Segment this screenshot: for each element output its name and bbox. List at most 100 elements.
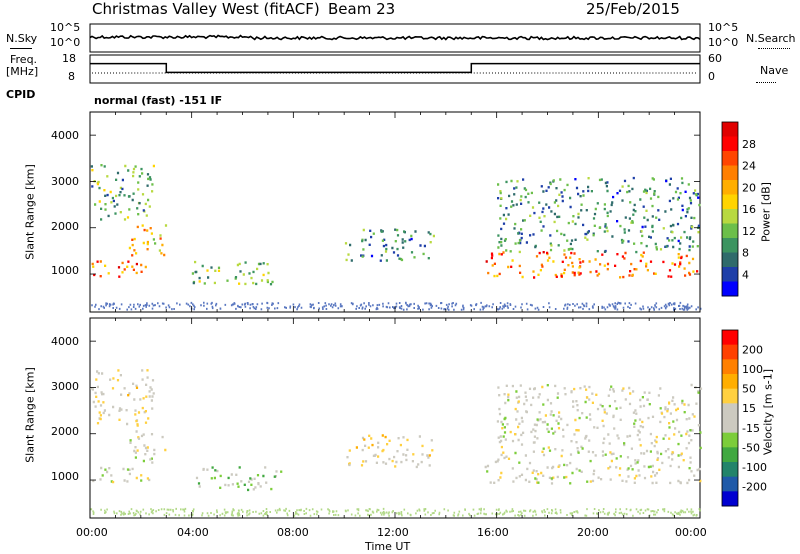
- nsearch-tick-top: 10^5: [708, 21, 739, 34]
- velocity-panel-frame: [89, 317, 701, 519]
- freq-tick-top: 18: [62, 52, 76, 65]
- velocity-region-near-range-rise: [129, 430, 164, 464]
- velocity-colorbar-swatch: [722, 462, 738, 478]
- velocity-region-near-range-rise: [129, 439, 153, 463]
- nsearch-legend-dots: [758, 48, 790, 49]
- plot-title: Christmas Valley West (fitACF): [92, 0, 320, 18]
- velocity-colorbar-swatch: [722, 388, 738, 404]
- nave-tick-top: 60: [708, 52, 722, 65]
- velocity-colorbar-tick: 50: [742, 383, 756, 396]
- power-region-near-range: [93, 260, 130, 278]
- power-region-morning-arc: [195, 261, 273, 286]
- velocity-colorbar-swatch: [722, 476, 738, 492]
- velocity-ytick-3000: 3000: [51, 380, 79, 393]
- frequency-step-line: [90, 62, 700, 74]
- nsky-tick-bottom: 10^0: [50, 36, 81, 49]
- velocity-colorbar-swatch: [722, 491, 738, 507]
- power-colorbar-tick: 4: [742, 268, 749, 281]
- nsearch-label: N.Search: [746, 32, 796, 45]
- nsky-tick-top: 10^5: [50, 21, 81, 34]
- velocity-colorbar-tick: 100: [742, 363, 763, 376]
- velocity-colorbar-swatch: [722, 330, 738, 346]
- power-colorbar-swatch: [722, 252, 738, 268]
- nsky-legend-line: [10, 48, 32, 49]
- power-colorbar-swatch: [722, 136, 738, 152]
- velocity-ytick-1000: 1000: [51, 470, 79, 483]
- freq-unit: [MHz]: [6, 65, 39, 78]
- velocity-colorbar-swatch: [722, 374, 738, 390]
- freq-tick-bottom: 8: [68, 70, 75, 83]
- power-ground-scatter: [91, 301, 702, 311]
- velocity-colorbar-swatch: [722, 403, 738, 419]
- velocity-colorbar-swatch: [722, 418, 738, 434]
- velocity-ground-scatter: [90, 507, 701, 517]
- power-region-near-range: [117, 262, 138, 269]
- velocity-ytick-2000: 2000: [51, 425, 79, 438]
- nsky-series-line: [89, 34, 701, 41]
- power-colorbar-frame: [721, 121, 739, 297]
- velocity-colorbar-tick: -15: [742, 422, 760, 435]
- velocity-colorbar-tick: -50: [742, 441, 760, 454]
- velocity-colorbar-swatch: [722, 432, 738, 448]
- cpid-text: normal (fast) -151 IF: [94, 94, 223, 107]
- time-tick-5: 20:00: [577, 526, 609, 539]
- time-tick-1: 04:00: [177, 526, 209, 539]
- power-colorbar-swatch: [722, 165, 738, 181]
- power-colorbar-swatch: [722, 180, 738, 195]
- power-colorbar-swatch: [722, 267, 738, 282]
- power-region-upper-band-early: [93, 164, 154, 221]
- velocity-colorbar-swatch: [722, 359, 738, 375]
- velocity-region-morning-arc: [195, 466, 278, 491]
- power-ticks-group: [89, 112, 701, 312]
- power-colorbar-swatch: [722, 223, 738, 239]
- nsky-label: N.Sky: [6, 32, 38, 45]
- freq-panel-frame: [89, 54, 701, 84]
- power-colorbar-swatch: [722, 238, 738, 253]
- power-panel-frame: [89, 111, 701, 313]
- power-colorbar-tick: 20: [742, 181, 756, 194]
- power-colorbar-tick: 16: [742, 203, 756, 216]
- time-axis-label: Time UT: [365, 540, 411, 553]
- top-series-group: [89, 34, 701, 74]
- power-region-near-range-rise: [152, 238, 157, 245]
- date-label: 25/Feb/2015: [586, 0, 680, 18]
- velocity-colorbar: 200 100 50 15 -15 -50 -100 -200: [721, 329, 767, 507]
- power-colorbar: 28 24 20 16 12 8 4: [721, 121, 756, 297]
- velocity-region-noon-echo: [348, 434, 434, 468]
- time-tick-3: 12:00: [377, 526, 409, 539]
- power-colorbar-tick: 24: [742, 160, 756, 173]
- power-region-upper-band-early: [90, 165, 150, 218]
- velocity-ticks-group: [89, 318, 701, 518]
- time-tick-6: 00:00: [675, 526, 707, 539]
- power-colorbar-swatch: [722, 281, 738, 297]
- velocity-colorbar-frame: [721, 329, 739, 507]
- nsky-panel-frame: [89, 23, 701, 53]
- power-region-near-range-rise: [131, 229, 164, 255]
- power-colorbar-swatch: [722, 151, 738, 166]
- velocity-region-near-range: [101, 468, 143, 483]
- power-ytick-2000: 2000: [51, 220, 79, 233]
- velocity-colorbar-swatch: [722, 344, 738, 360]
- velocity-colorbar-tick: -100: [742, 461, 767, 474]
- power-ytick-3000: 3000: [51, 175, 79, 188]
- velocity-region-evening-band: [499, 457, 702, 484]
- freq-label: Freq.: [10, 53, 38, 66]
- velocity-ytick-4000: 4000: [51, 335, 79, 348]
- power-ytick-1000: 1000: [51, 264, 79, 277]
- nsearch-tick-bottom: 10^0: [708, 36, 739, 49]
- power-colorbar-tick: 8: [742, 247, 749, 260]
- power-colorbar-swatch: [722, 209, 738, 224]
- power-ytick-4000: 4000: [51, 129, 79, 142]
- power-colorbar-tick: 12: [742, 225, 756, 238]
- time-tick-2: 08:00: [277, 526, 309, 539]
- velocity-data-group: [90, 369, 703, 517]
- nave-tick-bottom: 0: [708, 70, 715, 83]
- power-data-group: [90, 164, 702, 311]
- power-region-near-range: [131, 265, 147, 275]
- nave-legend-dots: [756, 82, 776, 83]
- velocity-region-evening-upper: [496, 383, 703, 460]
- power-region-near-range-rise: [128, 224, 153, 255]
- cpid-label: CPID: [6, 88, 36, 101]
- velocity-colorbar-tick: 200: [742, 344, 763, 357]
